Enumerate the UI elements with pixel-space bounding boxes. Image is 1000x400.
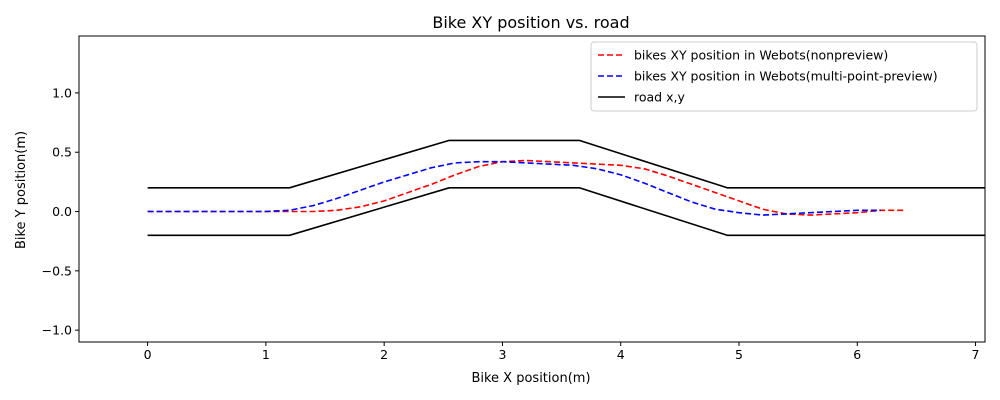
x-tick-label: 4 [617, 347, 625, 362]
x-axis: 0 1 2 3 4 5 6 7 [144, 342, 980, 362]
legend-box [590, 41, 978, 112]
series-line-1-0 [147, 160, 881, 216]
plot-area [78, 35, 986, 343]
legend-label: bikes XY position in Webots(multi-point-… [634, 69, 938, 84]
series-line-2-0 [147, 139, 985, 189]
chart-title: Bike XY position vs. road [432, 13, 629, 32]
y-tick-label: 0.5 [52, 145, 72, 160]
x-tick-label: 6 [853, 347, 861, 362]
x-tick-label: 2 [380, 347, 388, 362]
y-axis: −1.0 −0.5 0.0 0.5 1.0 [42, 85, 79, 338]
x-tick-label: 5 [735, 347, 743, 362]
series-line-2-1 [147, 187, 985, 237]
plot-frame [78, 35, 986, 343]
x-tick-label: 0 [144, 347, 152, 362]
x-tick-label: 1 [262, 347, 270, 362]
y-tick-label: −0.5 [42, 263, 72, 278]
y-tick-label: 0.0 [52, 204, 72, 219]
y-tick-label: −1.0 [42, 323, 72, 338]
series-group [147, 139, 985, 237]
legend: bikes XY position in Webots(nonpreview) b… [590, 41, 978, 112]
y-axis-label: Bike Y position(m) [14, 131, 29, 249]
legend-label: road x,y [634, 90, 685, 105]
legend-label: bikes XY position in Webots(nonpreview) [634, 48, 888, 63]
y-tick-label: 1.0 [52, 85, 72, 100]
x-tick-label: 7 [972, 347, 980, 362]
x-axis-label: Bike X position(m) [471, 371, 590, 386]
x-tick-label: 3 [498, 347, 506, 362]
